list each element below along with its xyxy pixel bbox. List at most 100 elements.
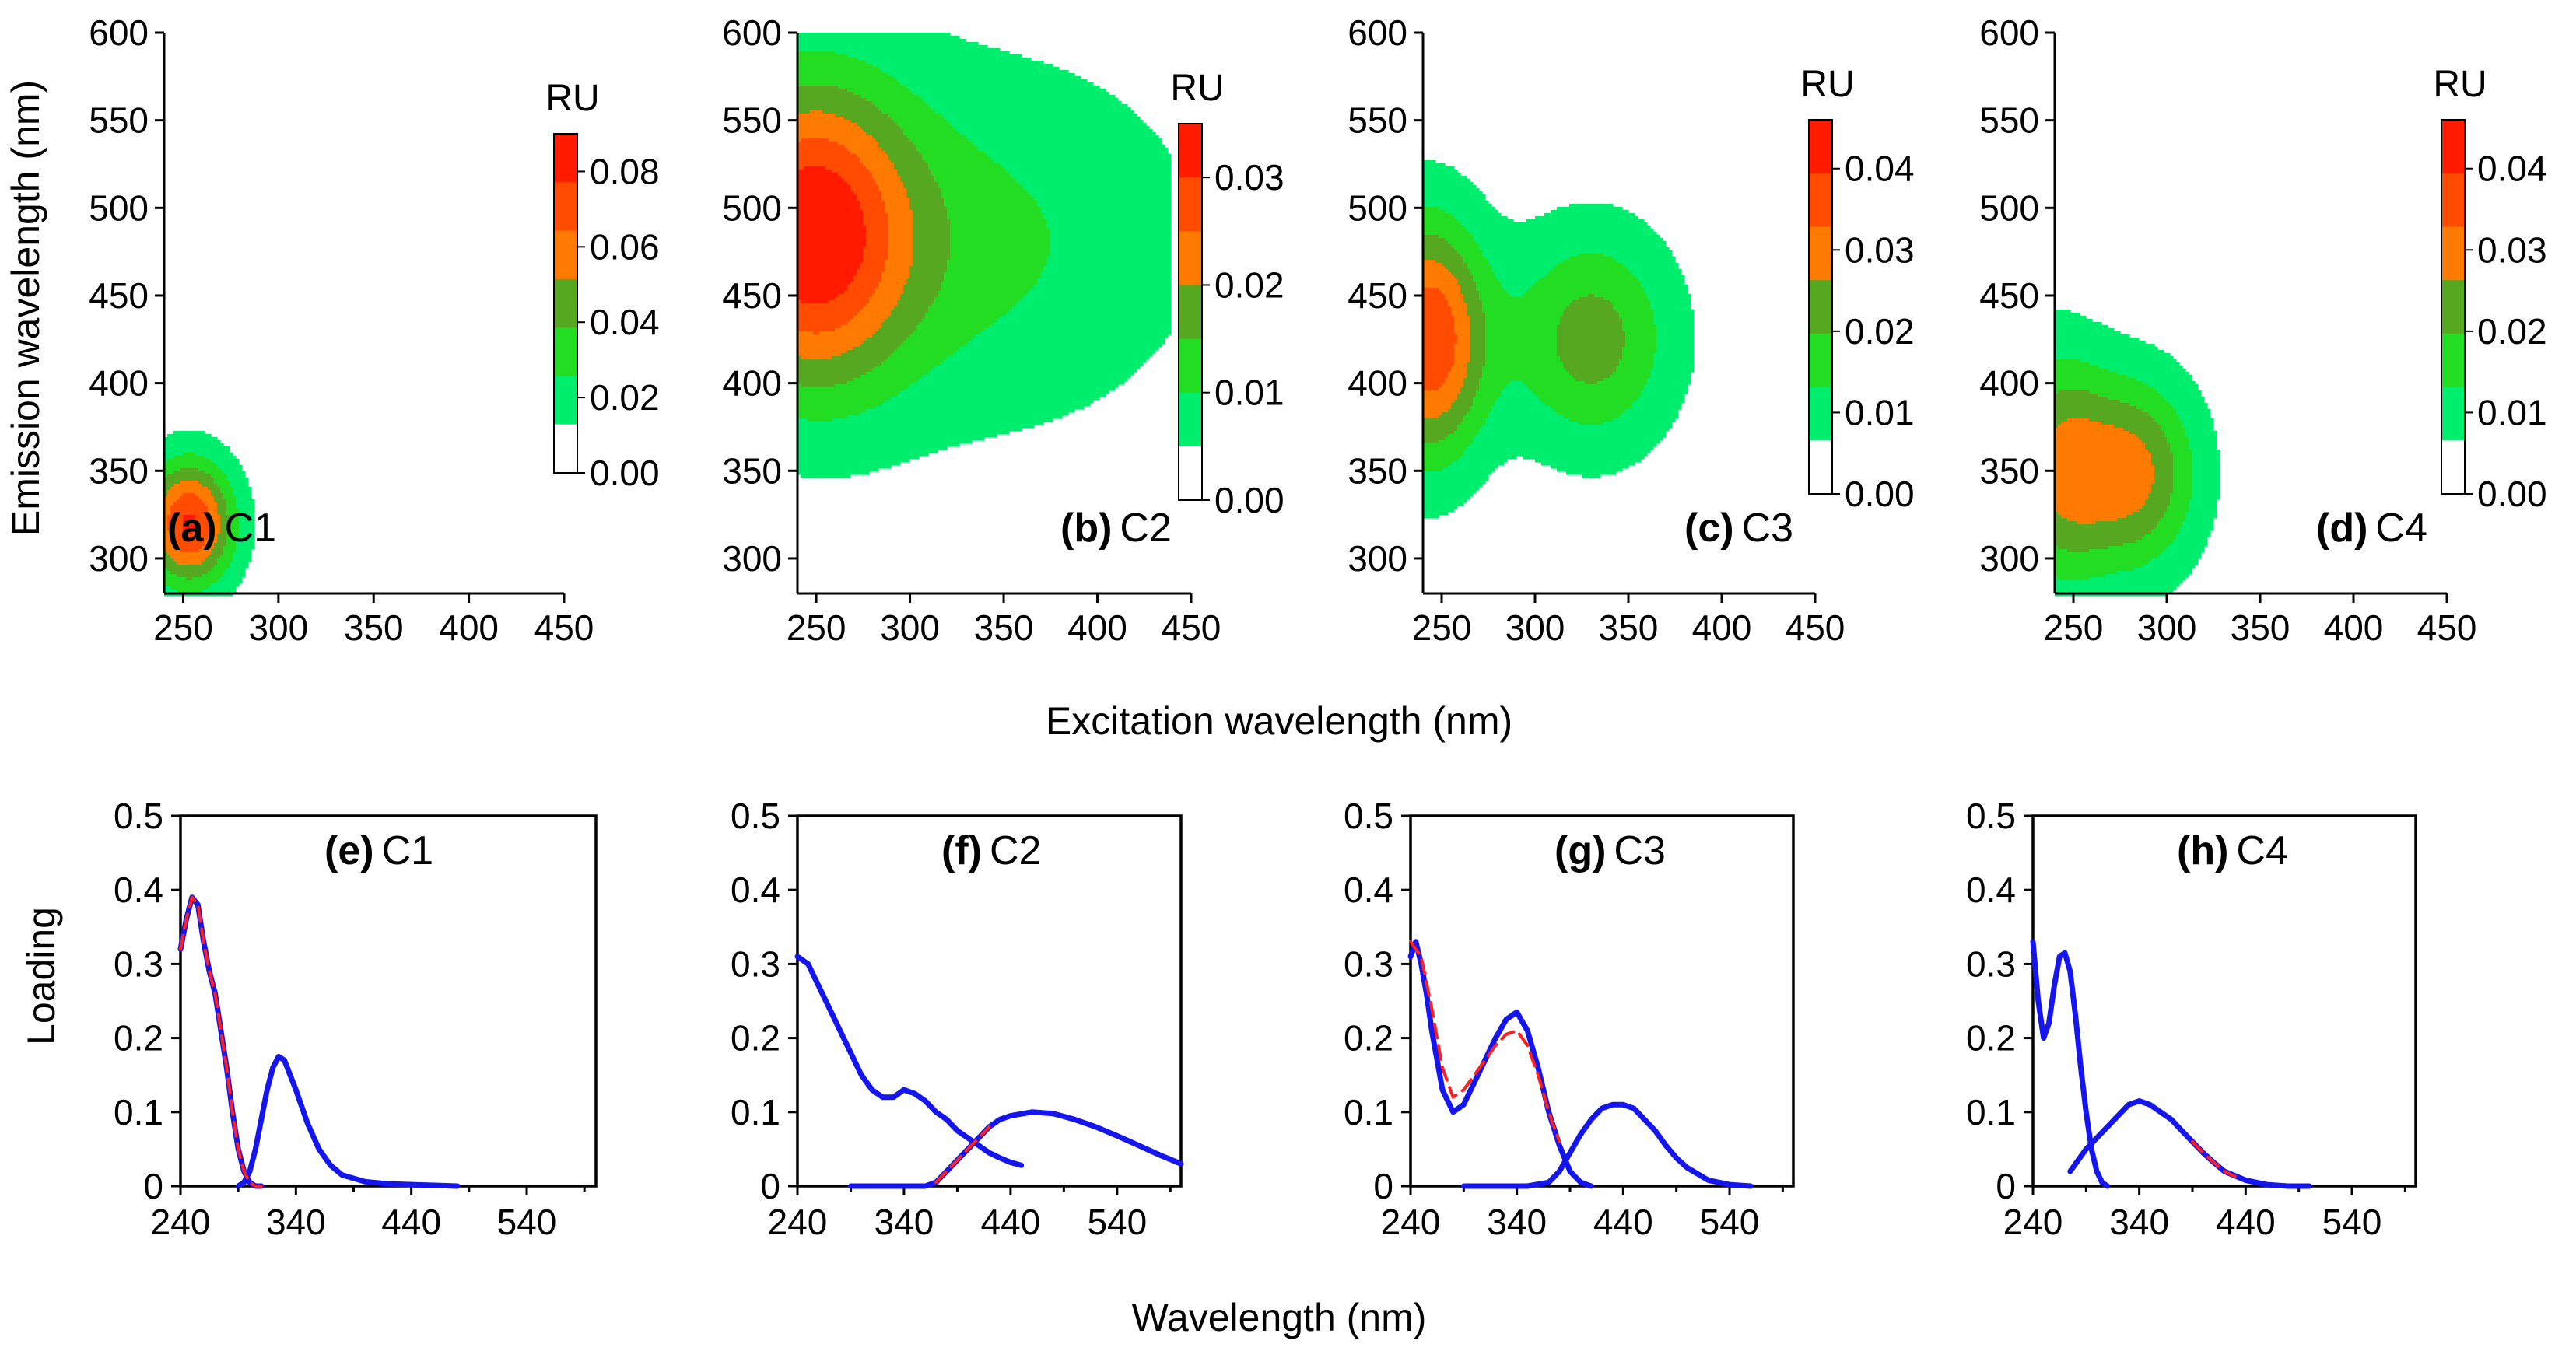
contour-cell <box>813 70 817 74</box>
contour-cell <box>186 590 190 593</box>
contour-cell <box>1015 82 1019 86</box>
contour-cell <box>1022 61 1025 65</box>
contour-cell <box>173 474 177 478</box>
contour-cell <box>953 148 957 152</box>
contour-cell <box>847 132 851 136</box>
contour-cell <box>1081 104 1085 108</box>
contour-cell <box>975 132 979 136</box>
contour-cell <box>975 129 979 133</box>
contour-cell <box>183 543 187 547</box>
contour-cell <box>1037 67 1041 71</box>
contour-cell <box>164 471 168 475</box>
contour-cell <box>1022 76 1025 80</box>
contour-cell <box>1059 86 1063 89</box>
contour-cell <box>236 484 240 488</box>
contour-cell <box>816 73 820 77</box>
contour-cell <box>1043 79 1047 83</box>
contour-cell <box>192 543 196 547</box>
contour-cell <box>1137 135 1141 139</box>
contour-cell <box>881 70 885 74</box>
contour-cell <box>863 79 867 83</box>
contour-cell <box>813 142 817 145</box>
contour-cell <box>1084 101 1088 105</box>
contour-cell <box>239 577 243 581</box>
contour-cell <box>214 537 218 541</box>
contour-cell <box>236 568 240 572</box>
contour-cell <box>233 502 237 506</box>
contour-cell <box>966 107 969 111</box>
contour-cell <box>872 70 876 74</box>
contour-cell <box>891 73 895 77</box>
contour-cell <box>804 36 808 40</box>
contour-cell <box>1071 114 1075 117</box>
contour-cell <box>1102 110 1106 114</box>
contour-cell <box>236 583 240 587</box>
contour-cell <box>962 107 966 111</box>
contour-cell <box>223 571 227 575</box>
contour-cell <box>925 33 929 37</box>
contour-cell <box>198 446 202 450</box>
contour-cell <box>173 580 177 584</box>
contour-cell <box>906 117 910 121</box>
contour-cell <box>1093 92 1097 96</box>
contour-cell <box>1009 76 1013 80</box>
contour-cell <box>913 36 916 40</box>
contour-cell <box>223 502 227 506</box>
contour-cell <box>950 58 954 61</box>
contour-cell <box>211 534 215 537</box>
contour-cell <box>208 481 212 485</box>
contour-cell <box>810 138 814 142</box>
contour-cell <box>1043 64 1047 68</box>
contour-cell <box>919 95 923 99</box>
contour-cell <box>829 45 832 49</box>
contour-cell <box>1000 107 1004 111</box>
contour-cell <box>211 577 215 581</box>
contour-cell <box>1040 107 1044 111</box>
contour-cell <box>251 527 255 531</box>
contour-cell <box>1121 132 1125 136</box>
contour-cell <box>801 104 804 108</box>
contour-cell <box>894 33 898 37</box>
contour-cell <box>202 552 205 556</box>
contour-cell <box>177 509 180 513</box>
contour-cell <box>835 145 839 149</box>
contour-cell <box>189 434 193 438</box>
contour-cell <box>1062 129 1066 133</box>
contour-cell <box>919 39 923 43</box>
contour-cell <box>997 142 1001 145</box>
contour-cell <box>807 107 811 111</box>
contour-cell <box>925 45 929 49</box>
contour-cell <box>1059 117 1063 121</box>
contour-cell <box>953 95 957 99</box>
contour-cell <box>934 54 938 58</box>
contour-cell <box>205 478 209 481</box>
contour-cell <box>195 574 199 578</box>
contour-cell <box>934 142 938 145</box>
contour-cell <box>987 82 991 86</box>
contour-cell <box>202 446 205 450</box>
contour-cell <box>832 148 836 152</box>
contour-cell <box>919 129 923 133</box>
contour-cell <box>230 577 233 581</box>
contour-cell <box>1037 101 1041 105</box>
contour-cell <box>947 135 951 139</box>
contour-cell <box>1034 126 1038 130</box>
contour-cell <box>850 61 854 65</box>
contour-cell <box>994 98 997 102</box>
contour-cell <box>1121 117 1125 121</box>
contour-cell <box>810 45 814 49</box>
contour-cell <box>214 453 218 457</box>
contour-cell <box>850 64 854 68</box>
contour-cell <box>950 114 954 117</box>
contour-cell <box>1043 148 1047 152</box>
contour-cell <box>894 123 898 127</box>
contour-cell <box>931 48 935 52</box>
contour-cell <box>841 126 845 130</box>
contour-cell <box>189 462 193 466</box>
contour-cell <box>1106 120 1109 124</box>
contour-cell <box>866 123 870 127</box>
contour-cell <box>953 138 957 142</box>
contour-cell <box>953 145 957 149</box>
contour-cell <box>903 89 907 93</box>
contour-cell <box>189 565 193 569</box>
